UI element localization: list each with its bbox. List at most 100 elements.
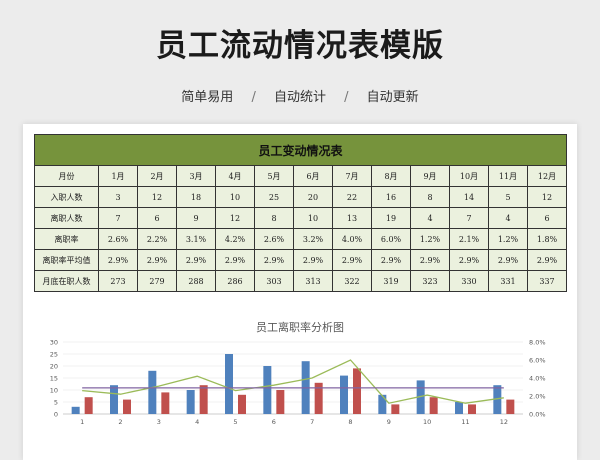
y2-tick-label: 0.0% — [529, 411, 546, 419]
table-cell: 4 — [488, 207, 528, 229]
x-tick-label: 5 — [233, 418, 237, 426]
bar — [199, 385, 208, 414]
x-tick-label: 11 — [461, 418, 469, 426]
bar — [225, 354, 233, 414]
table-cell: 2.9% — [332, 249, 372, 271]
bar — [493, 385, 502, 414]
table-cell: 6.0% — [371, 228, 411, 250]
x-tick-label: 1 — [80, 418, 84, 426]
table-cell: 3.1% — [176, 228, 216, 250]
table-cell: 12 — [527, 186, 567, 208]
table-cell: 7 — [449, 207, 489, 229]
x-tick-label: 4 — [195, 418, 199, 426]
bar — [340, 375, 348, 414]
table-cell: 2.9% — [98, 249, 138, 271]
y-tick-label: 10 — [50, 387, 58, 395]
row-label: 离职率 — [34, 228, 99, 250]
y-tick-label: 15 — [50, 375, 58, 383]
bar — [123, 399, 131, 414]
table-row: 月底在职人数 273 279 288 286 303 313 322 319 3… — [34, 270, 567, 292]
table-cell: 2.2% — [137, 228, 177, 250]
table-cell: 12 — [215, 207, 255, 229]
table-cell: 8 — [254, 207, 294, 229]
x-tick-label: 6 — [272, 418, 276, 426]
table-cell: 2.9% — [410, 249, 450, 271]
tag-easy: 简单易用 — [181, 90, 234, 105]
bar — [429, 397, 438, 414]
table-cell: 2.9% — [527, 249, 567, 271]
month-cell: 4月 — [215, 165, 255, 187]
table-cell: 2.9% — [488, 249, 528, 271]
table-cell: 6 — [527, 207, 567, 229]
x-tick-label: 9 — [387, 418, 391, 426]
bar — [238, 394, 246, 414]
month-cell: 5月 — [254, 165, 294, 187]
table-cell: 20 — [293, 186, 333, 208]
table-cell: 279 — [137, 270, 177, 292]
month-cell: 3月 — [176, 165, 216, 187]
turnover-chart: 员工离职率分析图 0 5 10 15 20 25 30 0.0% 2.0% 4.0% 6.0% 8.0… — [35, 314, 565, 434]
y-tick-label: 25 — [50, 351, 58, 359]
table-cell: 4.0% — [332, 228, 372, 250]
table-cell: 313 — [293, 270, 333, 292]
month-cell: 1月 — [98, 165, 138, 187]
bar — [391, 404, 400, 414]
table-cell: 4.2% — [215, 228, 255, 250]
month-cell: 2月 — [137, 165, 177, 187]
bar — [161, 392, 170, 414]
month-cell: 12月 — [527, 165, 567, 187]
table-row: 离职率平均值 2.9% 2.9% 2.9% 2.9% 2.9% 2.9% 2.9… — [34, 249, 567, 271]
table-cell: 330 — [449, 270, 489, 292]
table-cell: 2.9% — [137, 249, 177, 271]
bar — [71, 406, 80, 414]
table-cell: 25 — [254, 186, 294, 208]
month-cell: 11月 — [488, 165, 528, 187]
table-cell: 288 — [176, 270, 216, 292]
table-cell: 22 — [332, 186, 372, 208]
table-cell: 2.9% — [215, 249, 255, 271]
bar — [378, 394, 387, 414]
page-title: 员工流动情况表模版 — [156, 28, 444, 64]
y2-tick-label: 2.0% — [529, 393, 546, 401]
table-cell: 337 — [527, 270, 567, 292]
bar — [148, 370, 157, 414]
table-row: 入职人数 3 12 18 10 25 20 22 16 8 14 5 12 — [34, 186, 567, 208]
tag-separator: / — [344, 90, 349, 105]
header-label: 月份 — [34, 165, 99, 187]
table-cell: 18 — [176, 186, 216, 208]
bar — [506, 399, 515, 414]
table-cell: 303 — [254, 270, 294, 292]
tag-auto-stats: 自动统计 — [273, 90, 326, 105]
table-cell: 1.8% — [527, 228, 567, 250]
table-cell: 2.9% — [371, 249, 411, 271]
series-line — [82, 359, 504, 404]
bar — [276, 390, 285, 414]
y-tick-label: 20 — [50, 363, 58, 371]
table-cell: 13 — [332, 207, 372, 229]
table-cell: 5 — [488, 186, 528, 208]
table-cell: 2.9% — [449, 249, 489, 271]
table-cell: 2.6% — [98, 228, 138, 250]
table-cell: 2.1% — [449, 228, 489, 250]
bar — [110, 385, 118, 414]
x-tick-label: 3 — [157, 418, 161, 426]
row-label: 月底在职人数 — [34, 270, 99, 292]
table-header-row: 月份 1月 2月 3月 4月 5月 6月 7月 8月 9月 10月 11月 12… — [34, 165, 567, 187]
x-tick-label: 2 — [118, 418, 122, 426]
table-cell: 273 — [98, 270, 138, 292]
table-cell: 2.6% — [254, 228, 294, 250]
y2-tick-label: 8.0% — [529, 339, 546, 347]
chart-title: 员工离职率分析图 — [256, 320, 344, 334]
bar — [353, 368, 361, 414]
table-row: 离职率 2.6% 2.2% 3.1% 4.2% 2.6% 3.2% 4.0% 6… — [34, 228, 567, 250]
x-tick-label: 7 — [310, 418, 314, 426]
month-cell: 8月 — [371, 165, 411, 187]
table-cell: 12 — [137, 186, 177, 208]
row-label: 离职率平均值 — [34, 249, 99, 271]
bar — [263, 366, 272, 414]
spreadsheet-sheet: 员工变动情况表 月份 1月 2月 3月 4月 5月 6月 7月 8月 9月 10… — [23, 124, 577, 460]
table-cell: 10 — [215, 186, 255, 208]
staff-change-table: 员工变动情况表 月份 1月 2月 3月 4月 5月 6月 7月 8月 9月 10… — [34, 134, 567, 292]
table-cell: 8 — [410, 186, 450, 208]
month-cell: 6月 — [293, 165, 333, 187]
